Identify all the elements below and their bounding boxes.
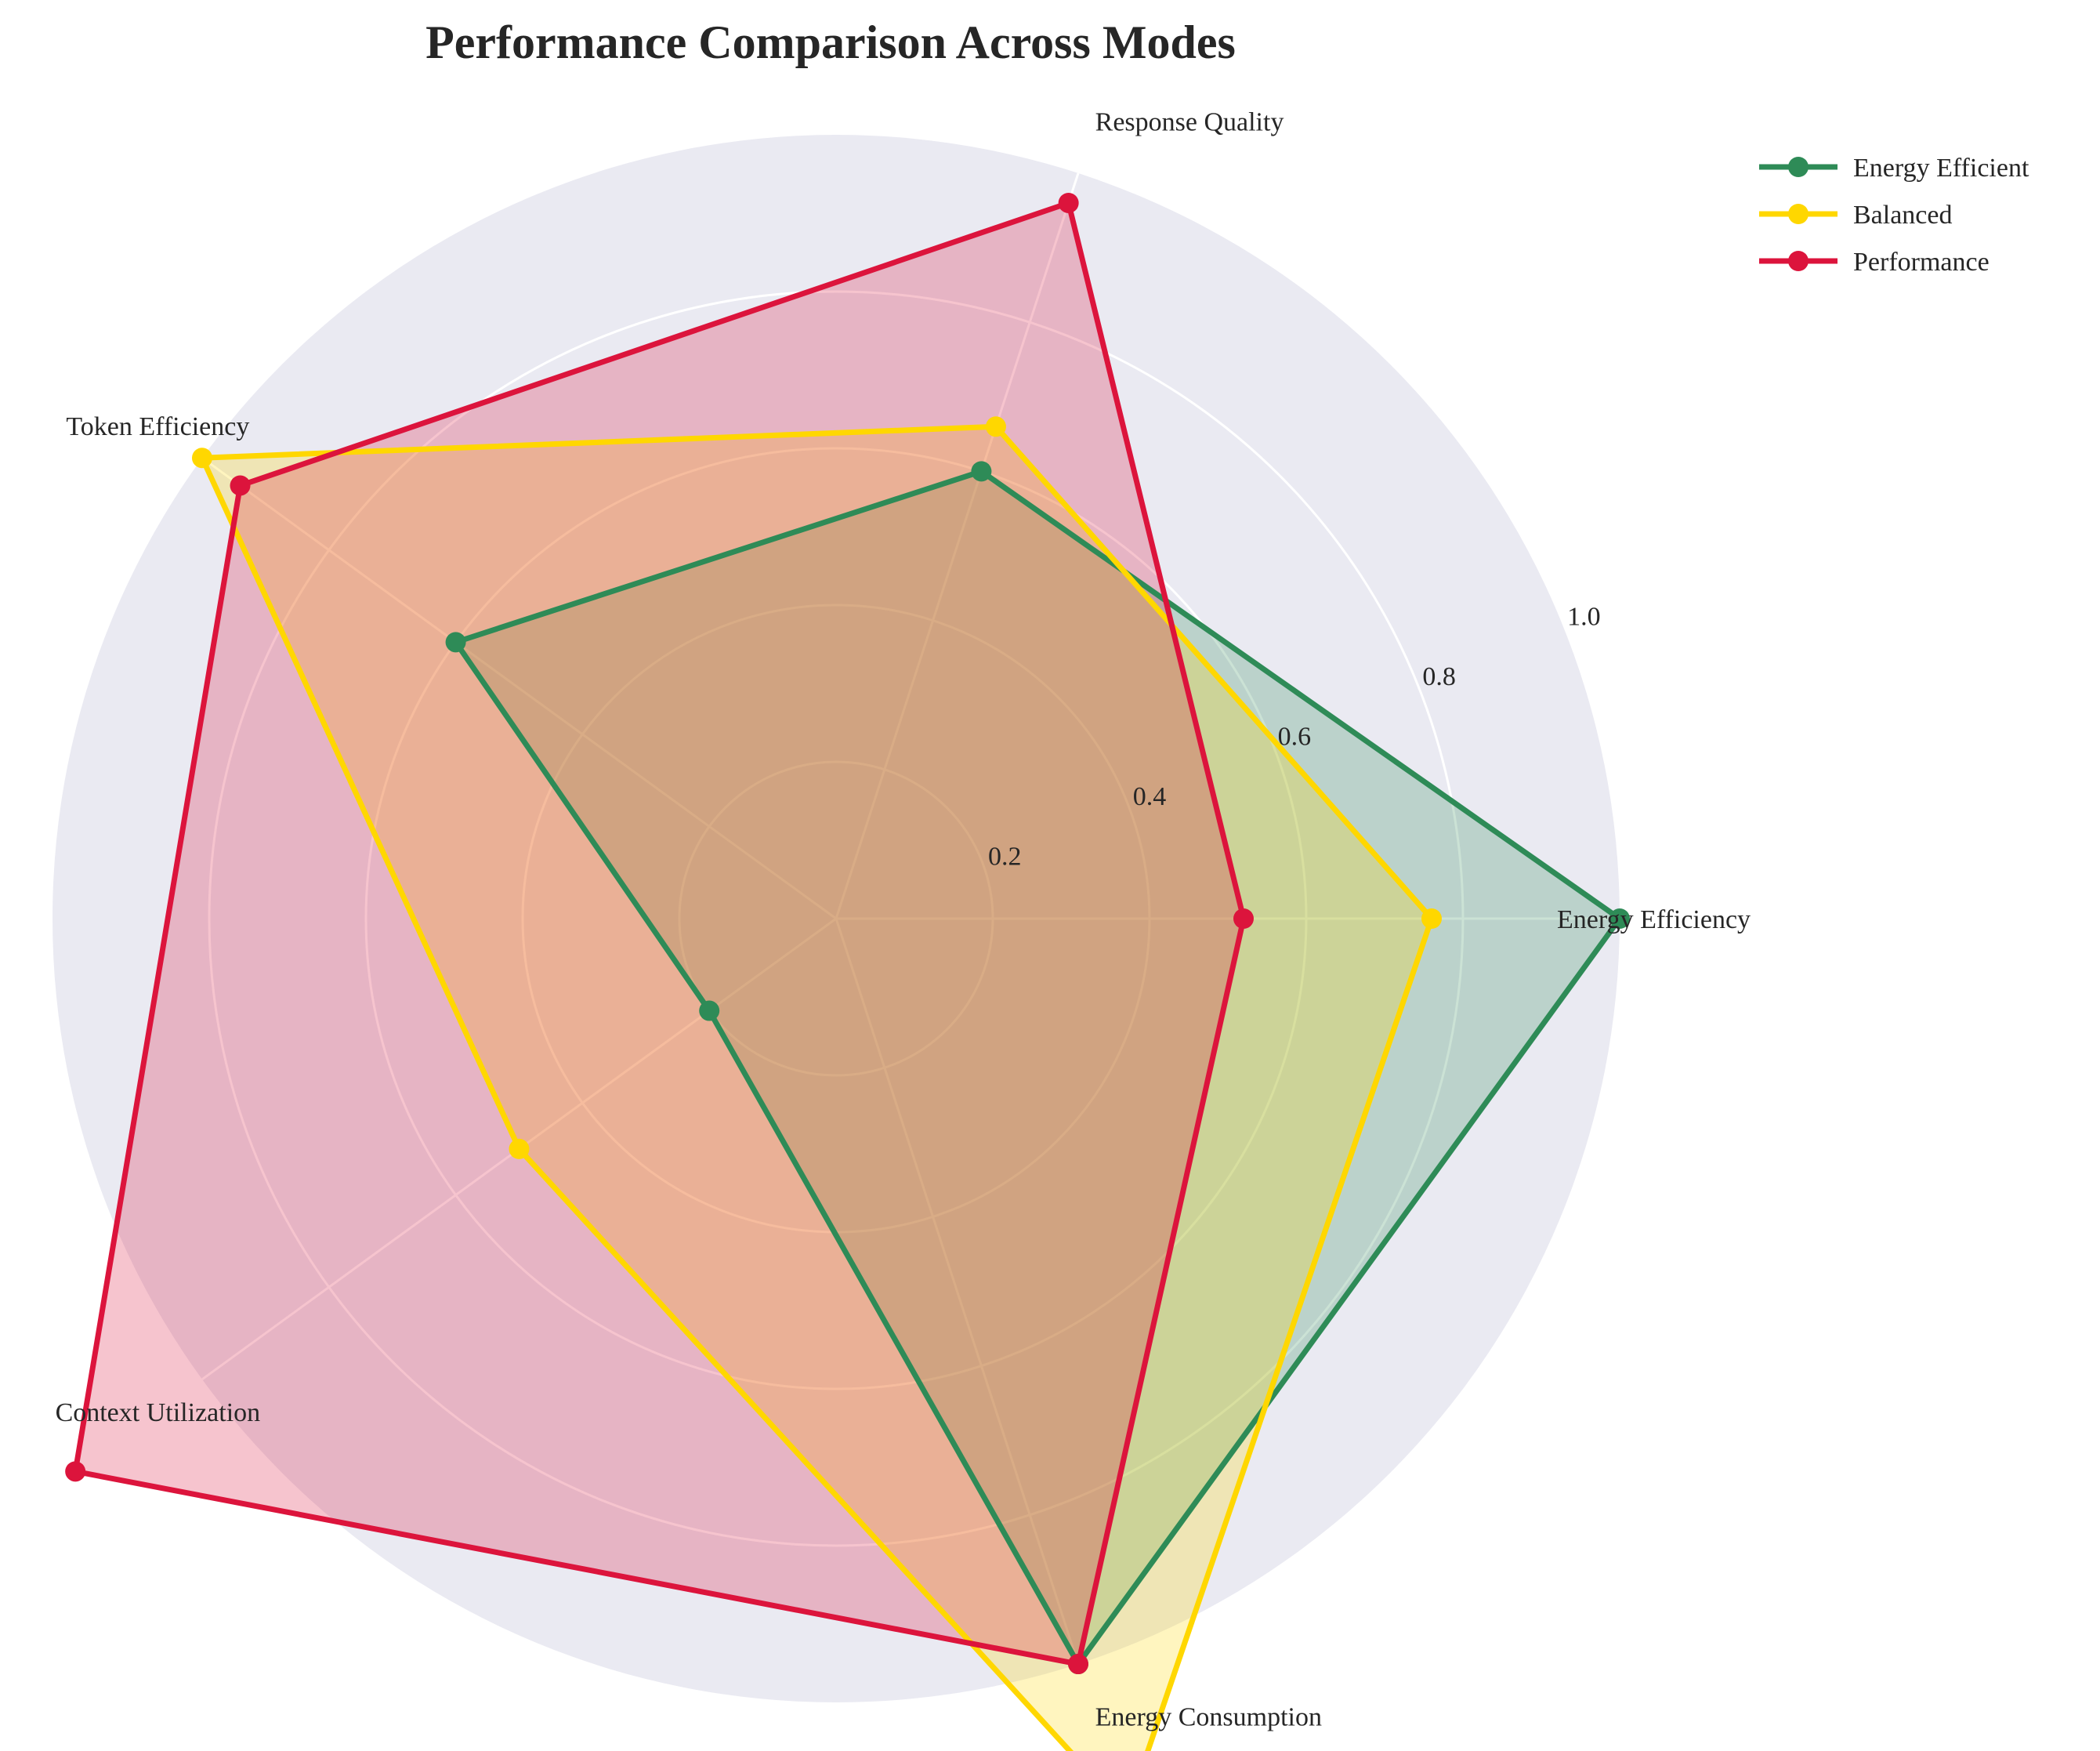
grid-spoke-2: [835, 172, 1080, 919]
series-2-point-3: [191, 448, 212, 469]
series-3-point-2: [1058, 192, 1079, 213]
series-1-point-4: [699, 1000, 720, 1021]
axis-label-5: Energy Consumption: [1095, 1703, 1322, 1732]
legend-item-2: Balanced: [1759, 201, 1953, 230]
axis-label-3: Token Efficiency: [66, 412, 249, 441]
legend-label-2: Balanced: [1853, 201, 1953, 230]
series-line-3: [72, 199, 1247, 1668]
legend-item-3: Performance: [1759, 248, 1990, 277]
series-2-point-1: [1421, 908, 1442, 929]
legend: Energy Efficient Balanced Performance: [1759, 154, 2029, 277]
axis-label-4: Context Utilization: [56, 1398, 261, 1427]
legend-marker-2: [1788, 204, 1809, 224]
r-tick-label-4: 0.8: [1422, 662, 1456, 691]
series-1-point-1: [1609, 908, 1630, 929]
r-tick-label-2: 0.4: [1133, 782, 1167, 811]
legend-label-3: Performance: [1853, 248, 1990, 277]
series-fill-2: [201, 426, 1432, 1751]
chart-title: Performance Comparison Across Modes: [425, 16, 1236, 68]
legend-item-1: Energy Efficient: [1759, 154, 2029, 183]
series-2-point-2: [985, 416, 1006, 437]
r-tick-label-1: 0.2: [988, 843, 1022, 872]
legend-marker-1: [1788, 157, 1809, 177]
plot-area: 0.2 0.4 0.6 0.8 1.0 Energy Efficiency Response…: [52, 107, 1751, 1751]
series-3-point-1: [1233, 908, 1254, 929]
axis-label-2: Response Quality: [1095, 107, 1284, 136]
grid-spoke-5: [835, 918, 1080, 1665]
grid-spoke-3: [201, 457, 837, 920]
r-tick-label-5: 1.0: [1567, 602, 1601, 631]
series-1-point-3: [445, 632, 466, 653]
series-3-point-3: [230, 475, 251, 496]
r-tick-label-3: 0.6: [1278, 723, 1312, 752]
legend-marker-3: [1788, 251, 1809, 271]
series-layer: [65, 192, 1630, 1751]
series-fill-1: [455, 471, 1620, 1665]
axis-label-1: Energy Efficiency: [1557, 905, 1751, 934]
series-1-point-2: [971, 461, 992, 482]
series-3-point-4: [65, 1461, 86, 1482]
series-line-2: [197, 423, 1435, 1751]
legend-label-1: Energy Efficient: [1853, 154, 2029, 183]
series-2-point-4: [509, 1138, 530, 1159]
series-3-point-5: [1068, 1654, 1089, 1675]
series-line-1: [451, 468, 1624, 1669]
